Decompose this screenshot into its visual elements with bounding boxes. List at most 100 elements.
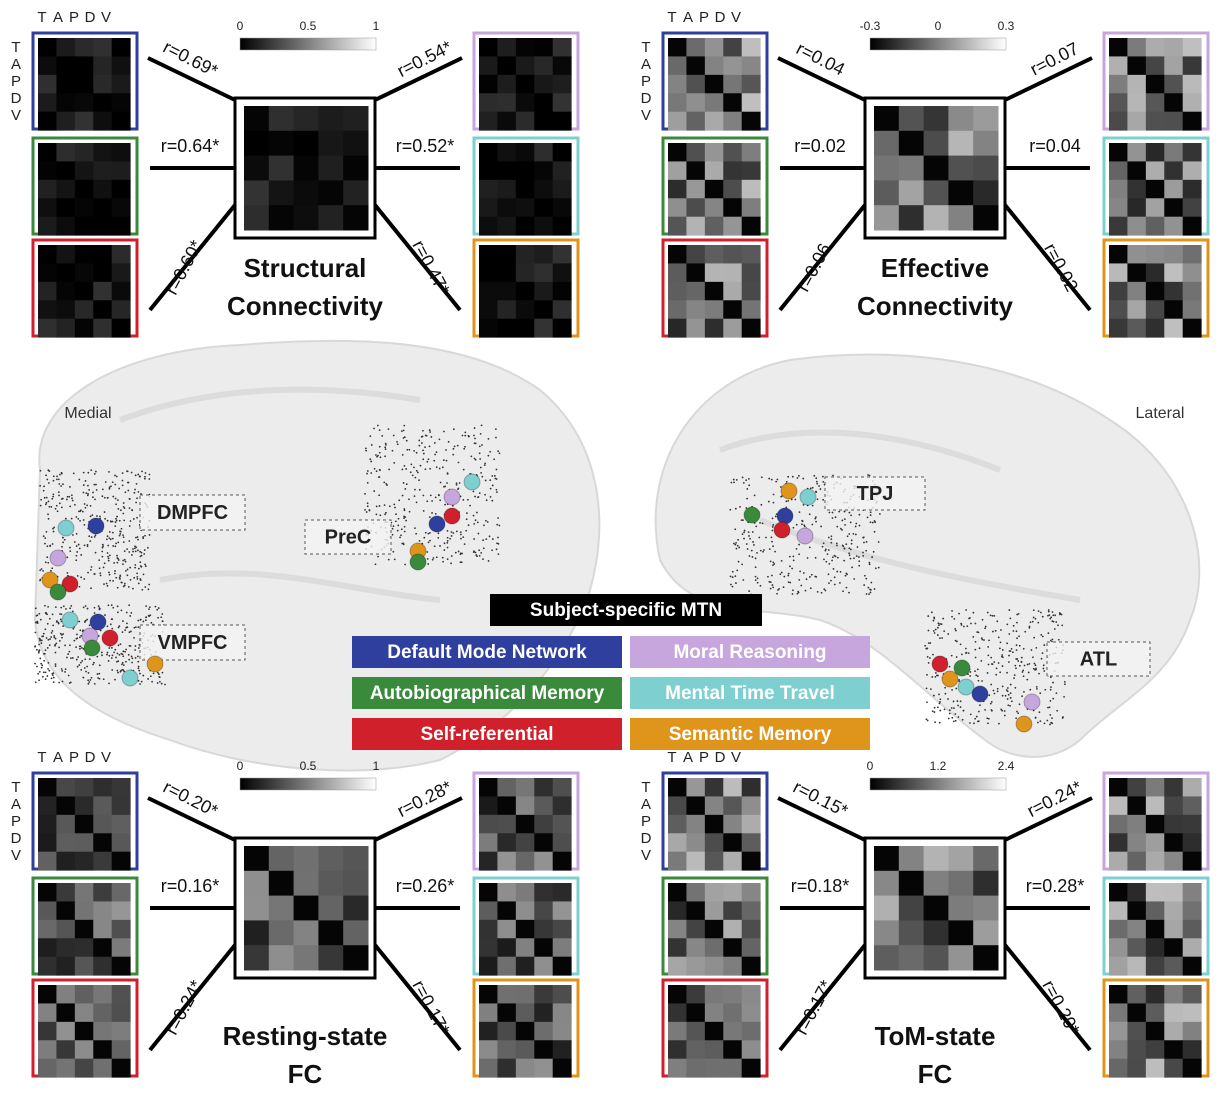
matrix-cell [553,985,572,1004]
matrix-cell [1146,1022,1165,1041]
matrix-cell [294,920,319,945]
matrix-cell [516,75,535,94]
dot [44,497,46,499]
matrix-cell [924,205,949,230]
dot [79,645,81,647]
dot [932,620,934,622]
dot [67,653,69,655]
matrix-cell [516,38,535,57]
dot [736,569,738,571]
dot [131,509,133,511]
matrix-cell [1183,1040,1202,1059]
dot [429,429,431,431]
colorbar-tick: -0.3 [860,19,881,33]
dot [811,574,813,576]
dot [844,548,846,550]
dot [55,652,57,654]
matrix-cell [479,778,498,797]
matrix-cell [497,985,516,1004]
dot [436,466,438,468]
matrix-cell [668,1040,687,1059]
dot [428,541,430,543]
dot [924,645,926,647]
matrix-cell [343,846,368,871]
matrix-cell [1109,38,1128,57]
matrix-cell [924,846,949,871]
dot [936,674,938,676]
matrix-cell [742,1003,761,1022]
matrix-cell [56,1059,75,1078]
matrix-cell [1183,93,1202,112]
dot [366,473,368,475]
dot [468,435,470,437]
matrix-cell [924,945,949,970]
matrix-cell [534,38,553,57]
dot [404,488,406,490]
dot [927,656,929,658]
dot [73,640,75,642]
dot [951,707,953,709]
matrix-cell [479,1003,498,1022]
matrix-cell [668,217,687,236]
dot [815,521,817,523]
dot [115,543,117,545]
dot [87,494,89,496]
matrix-cell [723,93,742,112]
matrix-cell [38,1059,57,1078]
matrix-cell [742,161,761,180]
dot [488,438,490,440]
dot [131,662,133,664]
matrix-cell [1183,180,1202,199]
dot [835,516,837,518]
dot [781,572,783,574]
correlation-label: r=0.24* [161,977,206,1038]
dot [456,530,458,532]
matrix-cell [1146,112,1165,131]
matrix-cell [1183,245,1202,264]
dot [77,666,79,668]
dot [59,640,61,642]
dot [926,674,928,676]
matrix-cell [1127,38,1146,57]
matrix-cell [705,319,724,338]
dot [111,604,113,606]
dot [1029,689,1031,691]
dot [97,677,99,679]
dot [393,462,395,464]
matrix-cell [516,245,535,264]
dot [110,623,112,625]
matrix-cell [1183,938,1202,957]
dot [92,664,94,666]
dot [116,520,118,522]
dot [742,579,744,581]
dot [1041,658,1043,660]
dot [56,505,58,507]
dot [143,573,145,575]
dot [733,543,735,545]
dot [929,657,931,659]
matrix-cell [723,263,742,282]
axis-letter: D [715,9,726,26]
dot [821,592,823,594]
dot [127,569,129,571]
dot [981,637,983,639]
matrix-cell [38,1003,57,1022]
dot [397,525,399,527]
matrix-cell [75,883,94,902]
dot [141,555,143,557]
dot [388,559,390,561]
dot [74,541,76,543]
dot [98,673,100,675]
dot [742,519,744,521]
dot [99,664,101,666]
dot [993,661,995,663]
dot [926,701,928,703]
matrix-cell [1146,143,1165,162]
dot [145,617,147,619]
matrix-cell [534,833,553,852]
matrix-cell [75,180,94,199]
dot [42,676,44,678]
dot [130,631,132,633]
correlation-label: r=0.52* [396,136,455,156]
dot [464,446,466,448]
